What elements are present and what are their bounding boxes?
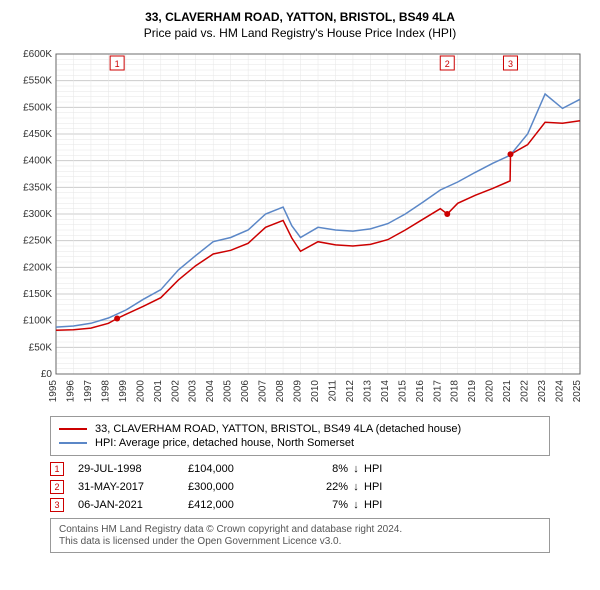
down-arrow-icon: ↓ xyxy=(348,499,364,511)
svg-text:2007: 2007 xyxy=(258,380,269,403)
svg-text:2003: 2003 xyxy=(188,380,199,403)
svg-text:2023: 2023 xyxy=(537,380,548,403)
event-row: 1 29-JUL-1998£104,0008%↓HPI xyxy=(50,462,588,476)
svg-text:£350K: £350K xyxy=(23,182,52,193)
svg-text:1997: 1997 xyxy=(83,380,94,403)
attribution: Contains HM Land Registry data © Crown c… xyxy=(50,518,550,553)
chart-title: 33, CLAVERHAM ROAD, YATTON, BRISTOL, BS4… xyxy=(12,10,588,24)
svg-text:1998: 1998 xyxy=(100,380,111,403)
svg-text:£150K: £150K xyxy=(23,289,52,300)
svg-text:2005: 2005 xyxy=(223,380,234,403)
event-date: 31-MAY-2017 xyxy=(78,481,188,493)
svg-text:1995: 1995 xyxy=(48,380,59,403)
svg-text:£450K: £450K xyxy=(23,129,52,140)
legend-label: HPI: Average price, detached house, Nort… xyxy=(95,437,354,449)
svg-text:£400K: £400K xyxy=(23,156,52,167)
down-arrow-icon: ↓ xyxy=(348,481,364,493)
svg-text:2013: 2013 xyxy=(362,380,373,403)
svg-text:£250K: £250K xyxy=(23,236,52,247)
chart-subtitle: Price paid vs. HM Land Registry's House … xyxy=(12,26,588,40)
svg-text:2012: 2012 xyxy=(345,380,356,403)
svg-text:£550K: £550K xyxy=(23,76,52,87)
svg-text:2022: 2022 xyxy=(520,380,531,403)
svg-text:2001: 2001 xyxy=(153,380,164,403)
event-price: £412,000 xyxy=(188,499,298,511)
svg-text:1: 1 xyxy=(115,59,120,69)
chart-container: 33, CLAVERHAM ROAD, YATTON, BRISTOL, BS4… xyxy=(0,0,600,590)
svg-text:£0: £0 xyxy=(41,369,53,380)
svg-text:2010: 2010 xyxy=(310,380,321,403)
event-marker: 3 xyxy=(50,498,64,512)
svg-text:2009: 2009 xyxy=(293,380,304,403)
svg-text:2024: 2024 xyxy=(555,380,566,403)
event-row: 3 06-JAN-2021£412,0007%↓HPI xyxy=(50,498,588,512)
svg-text:2017: 2017 xyxy=(432,380,443,403)
svg-text:£600K: £600K xyxy=(23,49,52,60)
legend-item: HPI: Average price, detached house, Nort… xyxy=(59,437,541,449)
legend-swatch xyxy=(59,428,87,430)
line-chart: £0 £50K £100K £150K £200K £250K £300K £350K £400… xyxy=(12,48,588,408)
attribution-line: This data is licensed under the Open Gov… xyxy=(59,536,541,547)
svg-text:2000: 2000 xyxy=(135,380,146,403)
svg-text:2: 2 xyxy=(445,59,450,69)
event-hpi-label: HPI xyxy=(364,463,404,475)
svg-text:£50K: £50K xyxy=(29,342,53,353)
event-hpi-label: HPI xyxy=(364,481,404,493)
svg-text:2016: 2016 xyxy=(415,380,426,403)
chart-area: £0 £50K £100K £150K £200K £250K £300K £350K £400… xyxy=(12,48,588,408)
svg-text:2014: 2014 xyxy=(380,380,391,403)
event-pct: 7% xyxy=(298,499,348,511)
event-price: £300,000 xyxy=(188,481,298,493)
svg-text:2008: 2008 xyxy=(275,380,286,403)
event-pct: 22% xyxy=(298,481,348,493)
event-hpi-label: HPI xyxy=(364,499,404,511)
event-price: £104,000 xyxy=(188,463,298,475)
svg-text:£200K: £200K xyxy=(23,262,52,273)
event-marker: 1 xyxy=(50,462,64,476)
legend: 33, CLAVERHAM ROAD, YATTON, BRISTOL, BS4… xyxy=(50,416,550,456)
svg-text:1999: 1999 xyxy=(118,380,129,403)
svg-text:2019: 2019 xyxy=(467,380,478,403)
attribution-line: Contains HM Land Registry data © Crown c… xyxy=(59,524,541,535)
svg-text:2004: 2004 xyxy=(205,380,216,403)
svg-text:2021: 2021 xyxy=(502,380,513,403)
down-arrow-icon: ↓ xyxy=(348,463,364,475)
svg-text:2025: 2025 xyxy=(572,380,583,403)
svg-text:£500K: £500K xyxy=(23,102,52,113)
svg-text:2006: 2006 xyxy=(240,380,251,403)
event-list: 129-JUL-1998£104,0008%↓HPI231-MAY-2017£3… xyxy=(50,462,588,512)
svg-text:1996: 1996 xyxy=(65,380,76,403)
svg-text:£100K: £100K xyxy=(23,316,52,327)
event-marker: 2 xyxy=(50,480,64,494)
legend-item: 33, CLAVERHAM ROAD, YATTON, BRISTOL, BS4… xyxy=(59,423,541,435)
event-pct: 8% xyxy=(298,463,348,475)
event-date: 29-JUL-1998 xyxy=(78,463,188,475)
legend-swatch xyxy=(59,442,87,444)
event-date: 06-JAN-2021 xyxy=(78,499,188,511)
svg-text:2018: 2018 xyxy=(450,380,461,403)
svg-text:2002: 2002 xyxy=(170,380,181,403)
event-row: 2 31-MAY-2017£300,00022%↓HPI xyxy=(50,480,588,494)
legend-label: 33, CLAVERHAM ROAD, YATTON, BRISTOL, BS4… xyxy=(95,423,461,435)
svg-text:2011: 2011 xyxy=(327,380,338,402)
svg-text:3: 3 xyxy=(508,59,513,69)
svg-text:2020: 2020 xyxy=(485,380,496,403)
svg-text:£300K: £300K xyxy=(23,209,52,220)
svg-text:2015: 2015 xyxy=(397,380,408,403)
